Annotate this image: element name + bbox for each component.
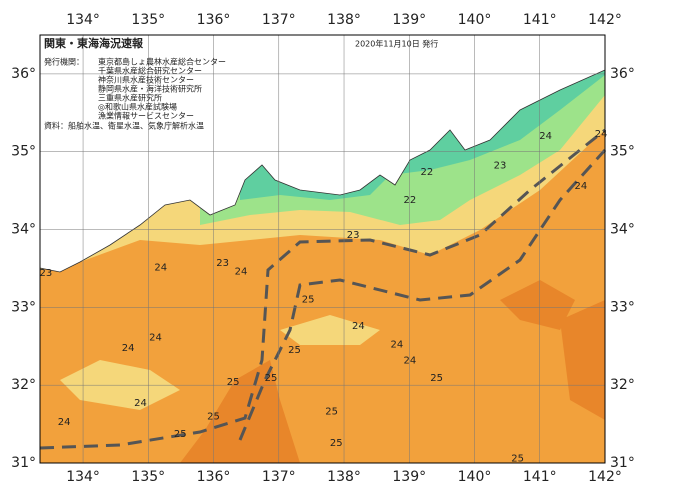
isotherm-label: 25 xyxy=(207,411,220,422)
isotherm-label: 24 xyxy=(404,355,417,366)
isotherm-label: 23 xyxy=(216,258,229,269)
issuer: 神奈川県水産技術センター xyxy=(98,75,194,85)
x-tick-label: 137° xyxy=(262,469,296,485)
x-tick-label: 141° xyxy=(523,12,557,28)
y-tick-label: 33° xyxy=(610,299,635,315)
sea-warmest xyxy=(180,280,605,463)
isotherm-label: 25 xyxy=(174,429,187,440)
isotherm-label: 24 xyxy=(122,343,135,354)
isotherm-label: 22 xyxy=(421,167,434,178)
x-tick-label: 136° xyxy=(197,469,231,485)
y-tick-label: 36° xyxy=(11,66,36,82)
issuer: 千葉県水産総合研究センター xyxy=(98,66,202,76)
y-tick-label: 32° xyxy=(610,377,635,393)
isotherm-label: 22 xyxy=(404,195,417,206)
x-tick-label: 140° xyxy=(458,469,492,485)
issuer-label: 発行機関： xyxy=(44,57,84,67)
x-tick-label: 139° xyxy=(392,469,426,485)
x-tick-label: 135° xyxy=(131,469,165,485)
isotherm-label: 24 xyxy=(391,340,404,351)
x-tick-label: 139° xyxy=(392,12,426,28)
y-tick-label: 35° xyxy=(610,144,635,160)
x-tick-label: 140° xyxy=(458,12,492,28)
x-tick-label: 141° xyxy=(523,469,557,485)
isotherm-label: 25 xyxy=(325,407,338,418)
isotherm-label: 25 xyxy=(302,295,315,306)
isotherm-label: 23 xyxy=(494,161,507,172)
map-frame xyxy=(39,34,606,464)
y-tick-label: 34° xyxy=(11,222,36,238)
issue-date: 2020年11月10日 発行 xyxy=(355,39,438,49)
data-source: 資料：船舶水温、衛星水温、気象庁解析水温 xyxy=(44,121,204,131)
x-tick-label: 137° xyxy=(262,12,296,28)
title: 関東・東海海況速報 xyxy=(44,36,144,50)
y-tick-label: 33° xyxy=(11,299,36,315)
isotherm-label: 23 xyxy=(40,268,53,279)
grid xyxy=(40,35,606,464)
isotherm-label: 24 xyxy=(134,398,147,409)
isotherm-label: 24 xyxy=(539,131,552,142)
isotherm-label: 25 xyxy=(227,377,240,388)
x-tick-label: 138° xyxy=(327,469,361,485)
y-tick-label: 32° xyxy=(11,377,36,393)
land xyxy=(39,34,606,273)
isotherm-label: 23 xyxy=(347,230,360,241)
x-tick-label: 134° xyxy=(66,469,100,485)
isotherm-label: 25 xyxy=(430,373,443,384)
x-tick-label: 136° xyxy=(197,12,231,28)
issuer: 三重県水産研究所 xyxy=(98,93,162,103)
y-tick-label: 31° xyxy=(610,455,635,471)
x-tick-label: 142° xyxy=(588,12,622,28)
isotherm-label: 24 xyxy=(352,321,365,332)
isotherm-label: 24 xyxy=(149,333,162,344)
issuer: 東京都島しょ農林水産総合センター xyxy=(98,57,226,67)
x-tick-label: 134° xyxy=(66,12,100,28)
y-tick-label: 35° xyxy=(11,144,36,160)
kuroshio-axis xyxy=(238,148,607,441)
y-tick-label: 34° xyxy=(610,222,635,238)
issuer-list: 東京都島しょ農林水産総合センター千葉県水産総合研究センター神奈川県水産技術センタ… xyxy=(98,57,226,121)
x-tick-label: 135° xyxy=(131,12,165,28)
kuroshio-axis xyxy=(39,128,606,450)
issuer: 静岡県水産・海洋技術研究所 xyxy=(98,84,202,94)
isotherm-label: 25 xyxy=(288,345,301,356)
isotherm-label: 24 xyxy=(235,267,248,278)
isotherm-label: 24 xyxy=(154,263,167,274)
x-tick-label: 138° xyxy=(327,12,361,28)
isotherm-label: 25 xyxy=(330,438,343,449)
issuer: 漁業情報サービスセンター xyxy=(98,111,194,121)
y-tick-label: 31° xyxy=(11,455,36,471)
isotherm-label: 25 xyxy=(511,453,524,464)
isotherm-label: 24 xyxy=(595,129,608,140)
isotherm-label: 25 xyxy=(265,373,278,384)
y-tick-label: 36° xyxy=(610,66,635,82)
isotherm-label: 24 xyxy=(574,181,587,192)
isotherm-label: 24 xyxy=(58,417,71,428)
issuer: ◎和歌山県水産試験場 xyxy=(98,102,177,112)
x-tick-label: 142° xyxy=(588,469,622,485)
